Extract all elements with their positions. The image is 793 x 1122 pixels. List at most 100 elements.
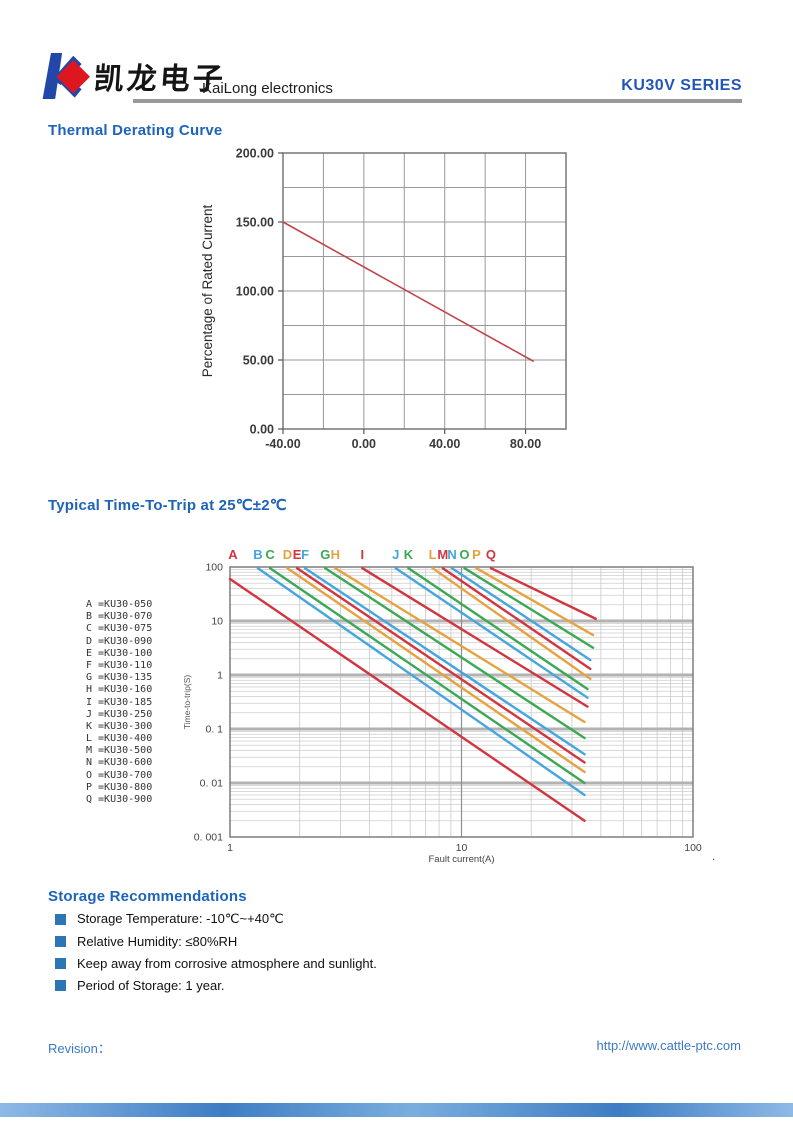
legend-item-A: A =KU30-050 (86, 599, 153, 610)
legend-item-H: H =KU30-160 (86, 684, 153, 696)
legend-item-O: O =KU30-700 (86, 769, 153, 781)
x-tick-label: 10 (456, 842, 468, 854)
x-tick-label: -40.00 (265, 437, 300, 451)
y-axis-title: Time-to-trip(S) (182, 675, 192, 730)
derating-section-title: Thermal Derating Curve (48, 122, 223, 139)
series-line-P (475, 567, 595, 637)
series-line-G (324, 567, 586, 740)
legend-item-Q: Q =KU30-900 (86, 794, 153, 805)
series-line-E (295, 567, 586, 764)
legend-item-E: E =KU30-100 (86, 647, 153, 659)
bullet-square-icon (55, 935, 66, 947)
storage-item-text: Storage Temperature: -10℃~+40℃ (77, 911, 284, 926)
storage-item: Storage Temperature: -10℃~+40℃ (55, 908, 377, 930)
company-name: KaiLong electronics (202, 80, 333, 97)
series-label-E: E (293, 547, 302, 562)
series-title: KU30V SERIES (621, 77, 742, 94)
legend-item-M: M =KU30-500 (86, 745, 153, 757)
time-to-trip-chart: A B C D E F G H I J K L M N O P Q 1 10 100 100 10 1 0. 1 0. 01 0.… (182, 547, 715, 865)
y-tick-label: 100 (205, 562, 223, 574)
storage-item-text: Keep away from corrosive atmosphere and … (77, 955, 377, 971)
storage-section-title: Storage Recommendations (48, 888, 247, 905)
x-tick-label: 0.00 (352, 437, 376, 451)
header-divider (133, 99, 742, 103)
y-tick-label: 0.00 (250, 423, 274, 437)
y-tick-label: 50.00 (243, 354, 274, 368)
storage-item: Keep away from corrosive atmosphere and … (55, 952, 377, 974)
bullet-square-icon (55, 979, 66, 991)
kailong-logo-icon (42, 53, 90, 99)
trip-chart-legend: A =KU30-050 B =KU30-070 C =KU30-075 D =KU30… (86, 599, 152, 806)
legend-item-C: C =KU30-075 (86, 623, 153, 635)
x-tick-label: 40.00 (429, 437, 460, 451)
legend-item-I: I =KU30-185 (86, 696, 153, 708)
company-logo (42, 53, 112, 99)
y-tick-label: 1 (217, 670, 223, 682)
y-tick-label: 0. 001 (194, 832, 223, 844)
series-line-M (441, 567, 592, 671)
series-line-F (303, 567, 586, 756)
legend-item-F: F =KU30-110 (86, 659, 153, 671)
series-label-D: D (283, 547, 292, 562)
revision-label: Revision： (48, 1041, 111, 1056)
y-tick-label: 100.00 (236, 285, 274, 299)
series-label-K: K (404, 547, 414, 562)
y-tick-label: 10 (211, 616, 223, 628)
trip-section-title: Typical Time-To-Trip at 25℃±2℃ (48, 497, 287, 514)
storage-item: Relative Humidity: ≤80%RH (55, 930, 377, 952)
storage-item-text: Relative Humidity: ≤80%RH (77, 933, 238, 949)
series-line-A (228, 577, 586, 822)
series-line-N (450, 567, 592, 662)
series-line-J (394, 567, 589, 699)
series-line-H (334, 567, 586, 724)
series-line-D (286, 567, 586, 774)
legend-item-N: N =KU30-600 (86, 757, 153, 769)
legend-item-P: P =KU30-800 (86, 781, 153, 793)
series-label-B: B (253, 547, 262, 562)
series-label-A: A (228, 547, 238, 562)
series-line-Q (489, 567, 597, 620)
series-label-G: G (320, 547, 330, 562)
storage-recommendation-list: Storage Temperature: -10℃~+40℃ Relative H… (55, 908, 377, 996)
x-tick-label: 100 (684, 842, 702, 854)
x-axis-title: Fault current(A) (429, 854, 495, 865)
website-link[interactable]: http://www.cattle-ptc.com (596, 1038, 742, 1053)
series-label-M: M (437, 547, 448, 562)
series-line-K (407, 567, 589, 691)
y-tick-label: 0. 01 (200, 778, 224, 790)
storage-item-text: Period of Storage: 1 year. (77, 977, 225, 993)
series-label-N: N (447, 547, 456, 562)
stray-period: . (712, 849, 715, 863)
footer-accent-bar (0, 1103, 793, 1117)
series-label-O: O (459, 547, 469, 562)
series-label-Q: Q (486, 547, 496, 562)
series-label-H: H (331, 547, 340, 562)
series-line-O (463, 567, 595, 649)
bullet-square-icon (55, 957, 66, 969)
series-label-J: J (392, 547, 399, 562)
y-tick-label: 150.00 (236, 216, 274, 230)
y-tick-label: 200.00 (236, 147, 274, 161)
legend-item-G: G =KU30-135 (86, 672, 153, 684)
series-label-F: F (301, 547, 309, 562)
derating-line (282, 221, 535, 363)
legend-item-L: L =KU30-400 (86, 733, 153, 745)
series-label-P: P (472, 547, 481, 562)
thermal-derating-chart: -40.00 0.00 40.00 80.000.0050.00100.00150.0… (200, 147, 567, 451)
legend-item-K: K =KU30-300 (86, 720, 153, 732)
legend-item-B: B =KU30-070 (86, 611, 153, 623)
x-tick-label: 80.00 (510, 437, 541, 451)
series-line-C (268, 567, 586, 785)
legend-item-D: D =KU30-090 (86, 635, 153, 647)
storage-item: Period of Storage: 1 year. (55, 974, 377, 996)
series-line-I (361, 567, 589, 708)
series-label-C: C (265, 547, 275, 562)
y-tick-label: 0. 1 (205, 724, 223, 736)
legend-item-J: J =KU30-250 (86, 708, 153, 720)
series-label-I: I (361, 547, 365, 562)
x-tick-label: 1 (227, 842, 233, 854)
series-line-B (256, 567, 586, 797)
series-label-L: L (429, 547, 437, 562)
series-line-L (431, 567, 592, 681)
bullet-square-icon (55, 913, 66, 925)
